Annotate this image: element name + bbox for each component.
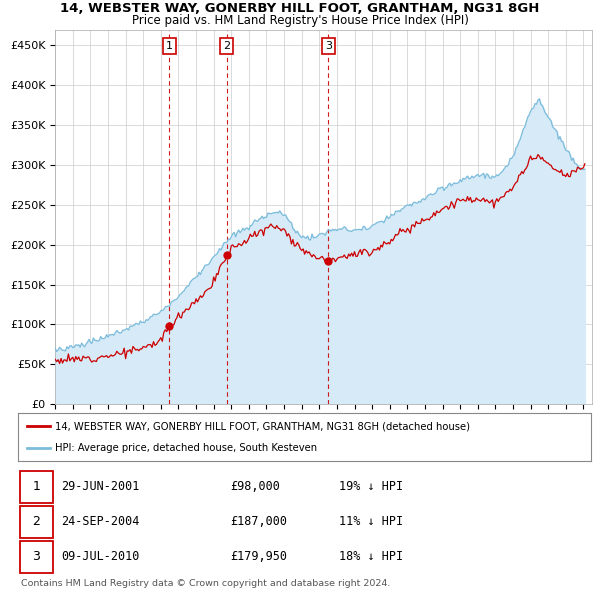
- FancyBboxPatch shape: [20, 471, 53, 503]
- Text: 14, WEBSTER WAY, GONERBY HILL FOOT, GRANTHAM, NG31 8GH: 14, WEBSTER WAY, GONERBY HILL FOOT, GRAN…: [61, 2, 539, 15]
- Text: £187,000: £187,000: [230, 515, 287, 529]
- FancyBboxPatch shape: [20, 541, 53, 573]
- FancyBboxPatch shape: [20, 506, 53, 537]
- Text: 1: 1: [32, 480, 40, 493]
- Text: 09-JUL-2010: 09-JUL-2010: [61, 550, 139, 563]
- Text: 19% ↓ HPI: 19% ↓ HPI: [339, 480, 403, 493]
- Text: £98,000: £98,000: [230, 480, 280, 493]
- Text: 3: 3: [325, 41, 332, 51]
- Text: 1: 1: [166, 41, 173, 51]
- Text: Price paid vs. HM Land Registry's House Price Index (HPI): Price paid vs. HM Land Registry's House …: [131, 14, 469, 27]
- Text: 14, WEBSTER WAY, GONERBY HILL FOOT, GRANTHAM, NG31 8GH (detached house): 14, WEBSTER WAY, GONERBY HILL FOOT, GRAN…: [55, 421, 470, 431]
- Text: Contains HM Land Registry data © Crown copyright and database right 2024.: Contains HM Land Registry data © Crown c…: [21, 579, 391, 588]
- Text: HPI: Average price, detached house, South Kesteven: HPI: Average price, detached house, Sout…: [55, 443, 317, 453]
- Text: 2: 2: [32, 515, 40, 529]
- Text: 18% ↓ HPI: 18% ↓ HPI: [339, 550, 403, 563]
- Text: 11% ↓ HPI: 11% ↓ HPI: [339, 515, 403, 529]
- Text: 29-JUN-2001: 29-JUN-2001: [61, 480, 139, 493]
- Text: £179,950: £179,950: [230, 550, 287, 563]
- Text: 24-SEP-2004: 24-SEP-2004: [61, 515, 139, 529]
- Text: 2: 2: [223, 41, 230, 51]
- Text: 3: 3: [32, 550, 40, 563]
